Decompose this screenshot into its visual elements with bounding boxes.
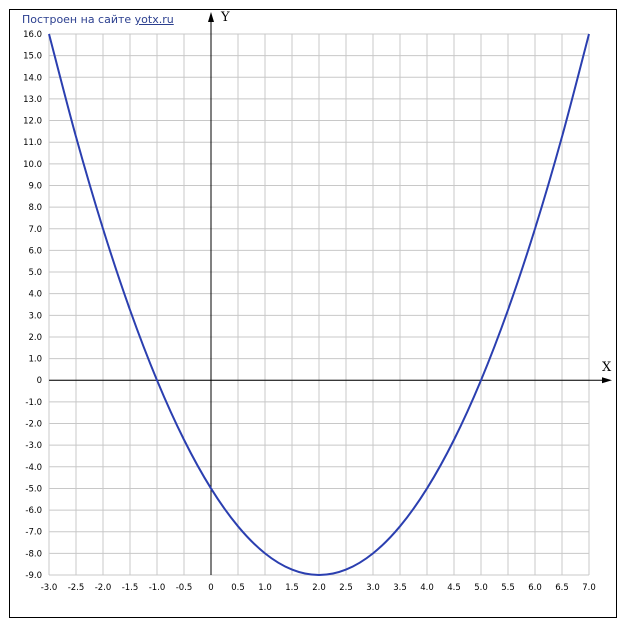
- x-tick-label: -0.5: [176, 583, 193, 593]
- y-axis-label: Y: [220, 10, 230, 25]
- y-tick-label: -7.0: [25, 528, 42, 538]
- y-tick-label: 9.0: [28, 181, 42, 191]
- y-tick-label: -9.0: [25, 571, 42, 581]
- y-tick-label: 0: [37, 376, 42, 386]
- y-tick-label: -6.0: [25, 506, 42, 516]
- y-tick-label: 10.0: [23, 160, 42, 170]
- x-tick-label: 5.0: [474, 583, 488, 593]
- x-tick-label: 5.5: [501, 583, 515, 593]
- x-tick-label: 1.0: [258, 583, 272, 593]
- x-tick-label: 4.5: [447, 583, 461, 593]
- x-tick-label: 6.5: [555, 583, 569, 593]
- grid: [48, 33, 590, 576]
- chart-frame: [9, 9, 617, 618]
- x-tick-label: -2.0: [95, 583, 112, 593]
- x-tick-label: 0: [208, 583, 213, 593]
- y-axis-arrow: [208, 12, 214, 22]
- x-axis-arrow: [602, 377, 612, 384]
- y-tick-label: 13.0: [23, 95, 42, 105]
- axes: [49, 12, 612, 575]
- x-tick-label: 0.5: [231, 583, 245, 593]
- x-tick-label: 2.5: [339, 583, 353, 593]
- y-tick-label: 16.0: [23, 30, 42, 40]
- y-tick-label: -3.0: [25, 441, 42, 451]
- x-tick-label: 2.0: [312, 583, 326, 593]
- y-tick-label: 15.0: [23, 52, 42, 62]
- y-tick-label: 14.0: [23, 73, 42, 83]
- y-tick-label: 2.0: [28, 333, 42, 343]
- tick-labels: -3.0 -2.5 -2.0 -1.5 -1.0 -0.5 0 0.5 1.0 1.5 2.0 2.5…: [23, 30, 596, 593]
- x-tick-label: 6.0: [528, 583, 542, 593]
- x-tick-label: 3.5: [393, 583, 407, 593]
- x-tick-label: -1.5: [122, 583, 139, 593]
- x-tick-label: 3.0: [366, 583, 380, 593]
- x-tick-label: 7.0: [582, 583, 596, 593]
- x-tick-label: -2.5: [68, 583, 85, 593]
- y-tick-label: -1.0: [25, 398, 42, 408]
- x-tick-label: 4.0: [420, 583, 434, 593]
- y-tick-label: 5.0: [28, 268, 42, 278]
- y-tick-label: -5.0: [25, 484, 42, 494]
- y-tick-label: 8.0: [28, 203, 42, 213]
- y-tick-label: -8.0: [25, 549, 42, 559]
- y-tick-label: 11.0: [23, 138, 42, 148]
- x-tick-label: 1.5: [285, 583, 299, 593]
- y-tick-label: -4.0: [25, 463, 42, 473]
- x-tick-label: -3.0: [41, 583, 58, 593]
- y-tick-label: 12.0: [23, 117, 42, 127]
- y-tick-label: 3.0: [28, 311, 42, 321]
- credit-link[interactable]: yotx.ru: [134, 13, 174, 26]
- credit-text: Построен на сайте: [22, 13, 132, 26]
- x-axis-label: X: [602, 360, 612, 375]
- y-tick-label: 6.0: [28, 246, 42, 256]
- series-layer: [48, 33, 590, 577]
- y-tick-label: 7.0: [28, 225, 42, 235]
- y-tick-label: 4.0: [28, 290, 42, 300]
- series-line: [48, 33, 590, 577]
- y-tick-label: -2.0: [25, 420, 42, 430]
- x-tick-label: -1.0: [149, 583, 166, 593]
- site-credit: Построен на сайте yotx.ru: [22, 13, 174, 26]
- y-tick-label: 1.0: [28, 355, 42, 365]
